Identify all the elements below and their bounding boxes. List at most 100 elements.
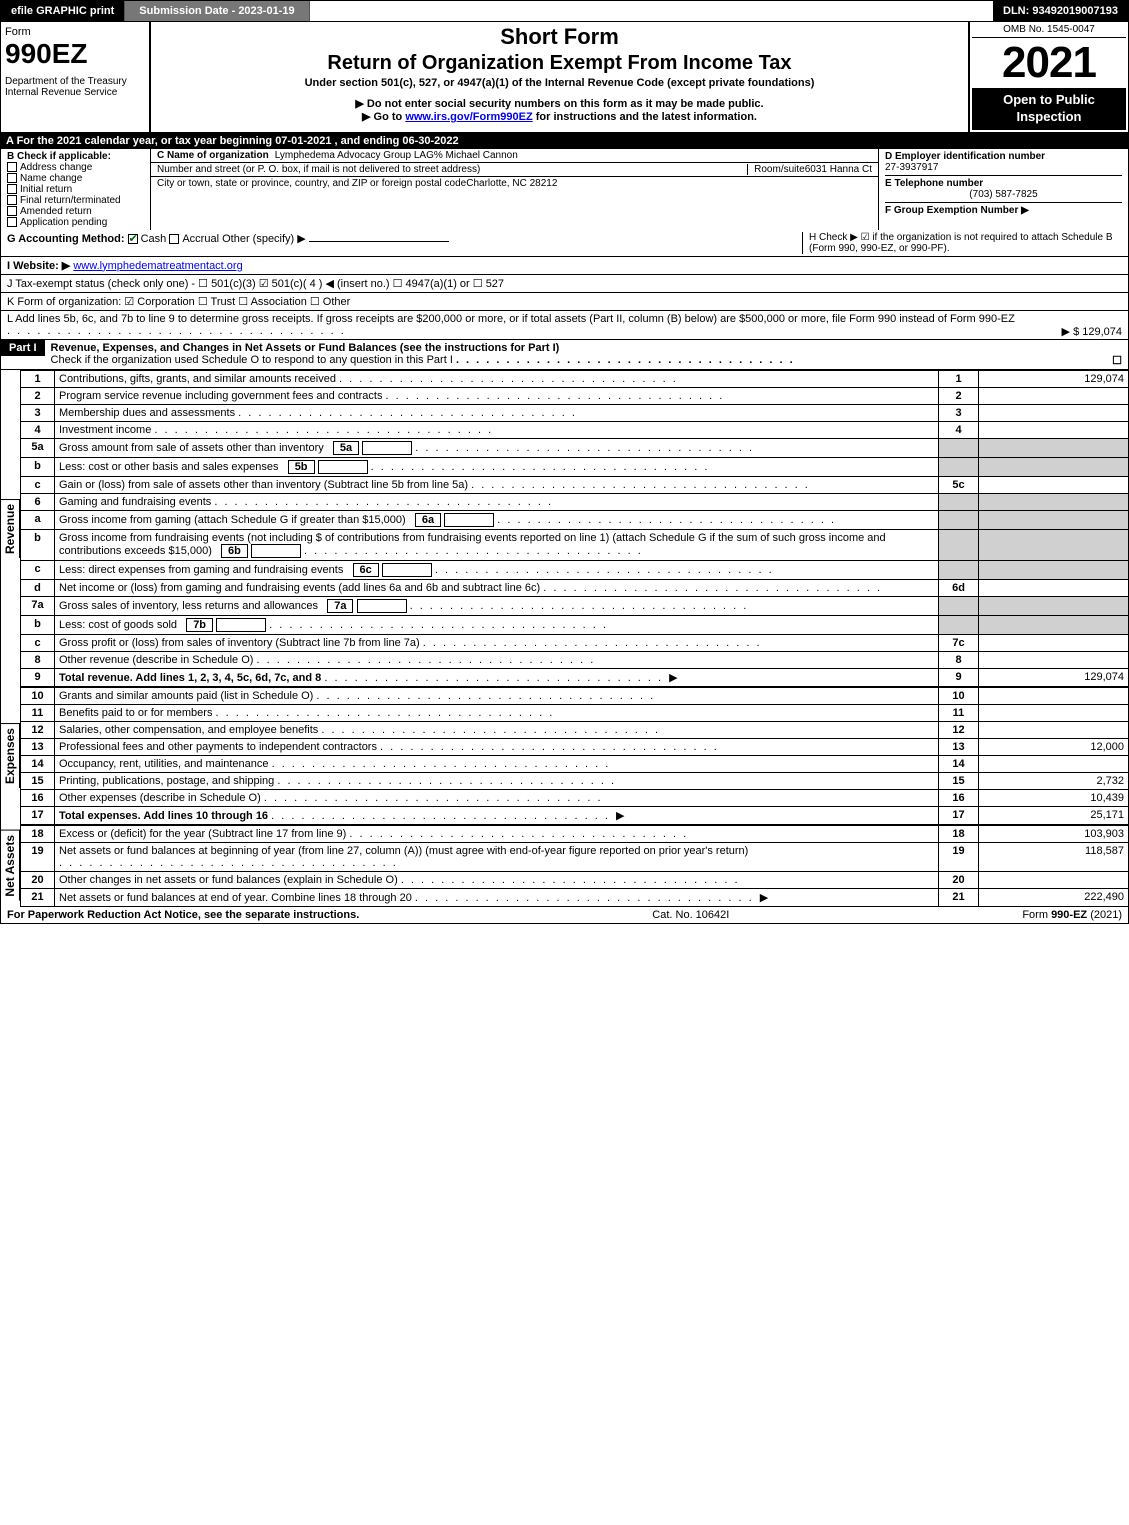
chk-amended[interactable]: Amended return bbox=[7, 206, 144, 217]
line-row: 7aGross sales of inventory, less returns… bbox=[21, 596, 1129, 615]
line-key: 21 bbox=[939, 888, 979, 906]
line-row: 6Gaming and fundraising events bbox=[21, 493, 1129, 510]
line-row: cGain or (loss) from sale of assets othe… bbox=[21, 476, 1129, 493]
line-row: 18Excess or (deficit) for the year (Subt… bbox=[21, 825, 1129, 842]
line-value: 2,732 bbox=[979, 772, 1129, 789]
chk-cash[interactable] bbox=[128, 234, 138, 244]
submission-date-button[interactable]: Submission Date - 2023-01-19 bbox=[125, 1, 309, 21]
line-key: 16 bbox=[939, 789, 979, 806]
other-specify-input[interactable] bbox=[309, 241, 449, 242]
line-number: 10 bbox=[21, 687, 55, 704]
part-i-check: Check if the organization used Schedule … bbox=[51, 354, 453, 366]
part-i-title-wrap: Revenue, Expenses, and Changes in Net As… bbox=[45, 340, 1128, 369]
part-i-label: Part I bbox=[1, 340, 45, 356]
line-row: 10Grants and similar amounts paid (list … bbox=[21, 687, 1129, 704]
line-row: 20Other changes in net assets or fund ba… bbox=[21, 871, 1129, 888]
line-row: 8Other revenue (describe in Schedule O) … bbox=[21, 651, 1129, 668]
c-name-lbl: C Name of organization bbox=[157, 150, 269, 161]
line-number: 16 bbox=[21, 789, 55, 806]
entity-info-grid: B Check if applicable: Address change Na… bbox=[0, 149, 1129, 230]
line-value: 10,439 bbox=[979, 789, 1129, 806]
netassets-table: 18Excess or (deficit) for the year (Subt… bbox=[20, 825, 1129, 907]
title-return: Return of Organization Exempt From Incom… bbox=[157, 52, 962, 75]
line-row: 11Benefits paid to or for members 11 bbox=[21, 704, 1129, 721]
header-center: Short Form Return of Organization Exempt… bbox=[151, 22, 968, 132]
line-desc: Excess or (deficit) for the year (Subtra… bbox=[55, 825, 939, 842]
footer-left: For Paperwork Reduction Act Notice, see … bbox=[7, 909, 359, 921]
line-number: 4 bbox=[21, 421, 55, 438]
line-number: 7a bbox=[21, 596, 55, 615]
line-number: 14 bbox=[21, 755, 55, 772]
chk-address[interactable]: Address change bbox=[7, 162, 144, 173]
line-value: 12,000 bbox=[979, 738, 1129, 755]
line-desc: Benefits paid to or for members bbox=[55, 704, 939, 721]
line-desc: Less: direct expenses from gaming and fu… bbox=[55, 560, 939, 579]
line-number: 5a bbox=[21, 438, 55, 457]
line-value bbox=[979, 560, 1129, 579]
department-label: Department of the Treasury Internal Reve… bbox=[5, 76, 145, 98]
line-key: 14 bbox=[939, 755, 979, 772]
line-value bbox=[979, 634, 1129, 651]
line-number: 11 bbox=[21, 704, 55, 721]
line-desc: Less: cost or other basis and sales expe… bbox=[55, 457, 939, 476]
efile-print-button[interactable]: efile GRAPHIC print bbox=[1, 1, 125, 21]
chk-pending[interactable]: Application pending bbox=[7, 217, 144, 228]
line-key: 8 bbox=[939, 651, 979, 668]
line-number: 8 bbox=[21, 651, 55, 668]
group-lbl: F Group Exemption Number ▶ bbox=[885, 205, 1122, 216]
netassets-section: Net Assets 18Excess or (deficit) for the… bbox=[0, 825, 1129, 907]
line-key: 1 bbox=[939, 370, 979, 387]
irs-link[interactable]: www.irs.gov/Form990EZ bbox=[405, 111, 532, 123]
line-desc: Occupancy, rent, utilities, and maintena… bbox=[55, 755, 939, 772]
line-row: bGross income from fundraising events (n… bbox=[21, 529, 1129, 560]
chk-initial[interactable]: Initial return bbox=[7, 184, 144, 195]
line-key: 15 bbox=[939, 772, 979, 789]
line-value: 118,587 bbox=[979, 842, 1129, 871]
topbar-spacer bbox=[310, 1, 993, 21]
goto-line: ▶ Go to www.irs.gov/Form990EZ for instru… bbox=[157, 110, 962, 123]
line-key: 11 bbox=[939, 704, 979, 721]
line-value bbox=[979, 651, 1129, 668]
line-desc: Contributions, gifts, grants, and simila… bbox=[55, 370, 939, 387]
inspection-box: Open to Public Inspection bbox=[972, 88, 1126, 130]
line-number: 1 bbox=[21, 370, 55, 387]
line-row: 17Total expenses. Add lines 10 through 1… bbox=[21, 806, 1129, 824]
line-desc: Net income or (loss) from gaming and fun… bbox=[55, 579, 939, 596]
line-key bbox=[939, 510, 979, 529]
line-desc: Printing, publications, postage, and shi… bbox=[55, 772, 939, 789]
chk-final[interactable]: Final return/terminated bbox=[7, 195, 144, 206]
line-desc: Gross income from gaming (attach Schedul… bbox=[55, 510, 939, 529]
line-key: 13 bbox=[939, 738, 979, 755]
ein-lbl: D Employer identification number bbox=[885, 151, 1122, 162]
line-key: 17 bbox=[939, 806, 979, 824]
line-value bbox=[979, 510, 1129, 529]
line-key bbox=[939, 560, 979, 579]
line-key bbox=[939, 596, 979, 615]
c-city-lbl: City or town, state or province, country… bbox=[157, 178, 466, 189]
other-lbl: Other (specify) ▶ bbox=[222, 233, 306, 245]
chk-accrual[interactable] bbox=[169, 234, 179, 244]
ssn-warning: ▶ Do not enter social security numbers o… bbox=[157, 97, 962, 110]
line-number: 2 bbox=[21, 387, 55, 404]
netassets-label: Net Assets bbox=[1, 830, 20, 901]
page-footer: For Paperwork Reduction Act Notice, see … bbox=[0, 907, 1129, 924]
chk-name[interactable]: Name change bbox=[7, 173, 144, 184]
dots bbox=[456, 354, 795, 366]
i-label: I Website: ▶ bbox=[7, 260, 70, 272]
line-g-h: G Accounting Method: Cash Accrual Other … bbox=[0, 230, 1129, 257]
c-room-lbl: Room/suite bbox=[747, 164, 805, 175]
line-value bbox=[979, 579, 1129, 596]
website-link[interactable]: www.lymphedematreatmentact.org bbox=[73, 260, 242, 272]
line-key: 19 bbox=[939, 842, 979, 871]
line-row: 2Program service revenue including gover… bbox=[21, 387, 1129, 404]
line-value bbox=[979, 438, 1129, 457]
line-desc: Other expenses (describe in Schedule O) bbox=[55, 789, 939, 806]
line-number: b bbox=[21, 457, 55, 476]
line-desc: Gross profit or (loss) from sales of inv… bbox=[55, 634, 939, 651]
line-value bbox=[979, 721, 1129, 738]
line-number: c bbox=[21, 634, 55, 651]
line-i: I Website: ▶ www.lymphedematreatmentact.… bbox=[0, 257, 1129, 275]
line-desc: Gross income from fundraising events (no… bbox=[55, 529, 939, 560]
line-key bbox=[939, 457, 979, 476]
line-desc: Gain or (loss) from sale of assets other… bbox=[55, 476, 939, 493]
